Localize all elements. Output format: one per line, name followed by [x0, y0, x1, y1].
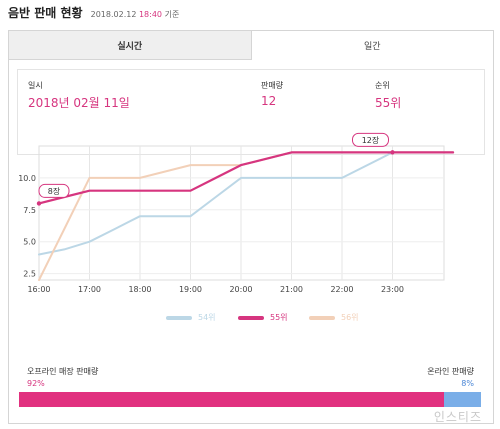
legend-label: 54위 [198, 313, 216, 322]
y-tick-label: 10.0 [18, 174, 36, 183]
info-sales-value: 12 [261, 94, 277, 108]
timestamp: 2018.02.12 18:40 기준 [91, 9, 180, 20]
info-rank-value: 55위 [375, 96, 402, 110]
tab-realtime[interactable]: 실시간 [9, 31, 252, 60]
y-tick-label: 2.5 [23, 270, 36, 279]
x-tick-label: 17:00 [78, 285, 101, 294]
series-line-54위 [38, 151, 455, 256]
legend-label: 56위 [341, 313, 359, 322]
legend-swatch [238, 315, 264, 320]
callout-bubble [38, 183, 70, 198]
legend-swatch [309, 315, 335, 320]
online-sales-label: 온라인 판매량 [427, 367, 474, 376]
online-bar [444, 392, 481, 407]
info-date-label: 일시 [28, 81, 43, 90]
x-tick-label: 16:00 [27, 285, 50, 294]
timestamp-date: 2018.02.12 [90, 10, 137, 19]
callout-point [390, 150, 395, 155]
sales-split-bar [19, 392, 481, 407]
tab-bar: 실시간 일간 [9, 31, 493, 60]
callout-label: 12장 [362, 135, 380, 145]
legend-item-55[interactable]: 55위 [238, 312, 288, 323]
timestamp-suffix: 기준 [164, 10, 180, 19]
timestamp-time: 18:40 [138, 10, 163, 19]
x-tick-label: 22:00 [330, 285, 353, 294]
offline-sales-label: 오프라인 매장 판매량 [27, 367, 99, 376]
y-tick-label: 7.5 [23, 206, 36, 215]
callout-point [36, 201, 42, 206]
series-line-55위 [37, 151, 455, 205]
series-line-56위 [38, 151, 455, 281]
info-rank-label: 순위 [375, 81, 390, 90]
x-tick-label: 18:00 [128, 285, 151, 294]
x-tick-label: 20:00 [229, 285, 252, 294]
legend-item-56[interactable]: 56위 [309, 312, 359, 323]
online-sales-pct: 8% [461, 379, 474, 388]
sales-panel: 실시간 일간 일시 2018년 02월 11일 판매량 12 순위 55위 [8, 30, 494, 424]
info-date: 일시 2018년 02월 11일 [28, 80, 130, 111]
legend-swatch [166, 315, 192, 320]
info-date-value: 2018년 02월 11일 [28, 96, 130, 110]
x-tick-label: 23:00 [381, 285, 404, 294]
legend-item-54[interactable]: 54위 [166, 312, 216, 323]
tab-daily[interactable]: 일간 [251, 31, 493, 60]
offline-sales-pct: 92% [27, 379, 45, 388]
page-header: 음반 판매 현황 2018.02.12 18:40 기준 [8, 4, 179, 22]
info-rank: 순위 55위 [375, 80, 401, 111]
callout-bubble [352, 132, 389, 147]
info-sales-label: 판매량 [261, 81, 284, 90]
callout-label: 8장 [48, 186, 61, 196]
legend-label: 55위 [270, 313, 288, 322]
offline-bar [19, 392, 445, 407]
watermark: 인스티즈 [433, 410, 482, 424]
page-title: 음반 판매 현황 [8, 6, 83, 20]
x-tick-label: 19:00 [179, 285, 202, 294]
x-tick-label: 21:00 [280, 285, 303, 294]
info-sales: 판매량 12 [261, 80, 283, 108]
y-tick-label: 5.0 [23, 238, 36, 247]
info-box: 일시 2018년 02월 11일 판매량 12 순위 55위 [17, 69, 485, 155]
